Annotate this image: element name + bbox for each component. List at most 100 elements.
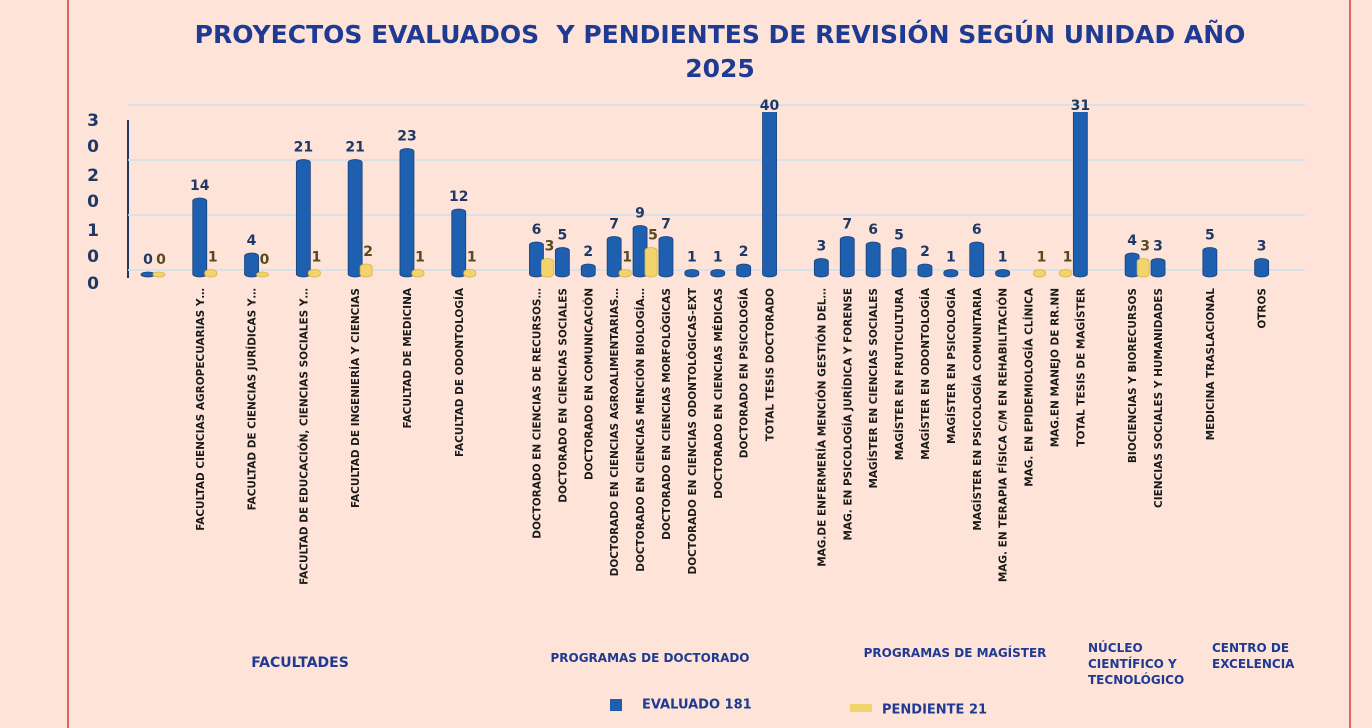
x-tick-label: MAG. EN PSICOLOGÍA JURÍDICA Y FORENSE bbox=[841, 288, 854, 540]
data-label: 6 bbox=[532, 222, 542, 238]
group-label-box: FACULTADES bbox=[251, 655, 349, 671]
bar bbox=[347, 159, 363, 278]
y-tick-label: 30 bbox=[87, 111, 99, 157]
bar bbox=[865, 241, 881, 278]
x-tick-label: MAGÍSTER EN PSICOLOGÍA COMUNITARIA bbox=[971, 287, 984, 530]
x-tick-label: DOCTORADO EN CIENCIAS MENCIÓN BIOLOGÍA… bbox=[634, 288, 647, 572]
x-tick-label: DOCTORADO EN COMUNICACIÓN bbox=[582, 288, 595, 480]
data-label: 5 bbox=[557, 228, 567, 244]
bar bbox=[204, 269, 218, 278]
data-label: 5 bbox=[648, 228, 658, 244]
bar bbox=[1254, 258, 1270, 278]
bar bbox=[995, 269, 1011, 278]
data-label: 1 bbox=[713, 250, 723, 266]
group-label-box: NÚCLEO CIENTÍFICO Y TECNOLÓGICO bbox=[1088, 641, 1185, 687]
legend-label: EVALUADO 181 bbox=[642, 698, 752, 713]
data-label: 5 bbox=[894, 228, 904, 244]
group-label-box: PROGRAMAS DE MAGÍSTER bbox=[864, 646, 1047, 660]
x-tick-label: DOCTORADO EN CIENCIAS DE RECURSOS… bbox=[531, 288, 543, 539]
bar bbox=[1072, 112, 1088, 278]
x-tick-label: DOCTORADO EN CIENCIAS SOCIALES bbox=[557, 288, 569, 503]
data-label: 21 bbox=[294, 140, 313, 156]
x-tick-label: DOCTORADO EN CIENCIAS ODONTOLÓGICAS-EXT bbox=[686, 287, 699, 574]
bar bbox=[399, 148, 415, 278]
bar bbox=[359, 263, 373, 278]
bar bbox=[917, 263, 933, 278]
data-label: 1 bbox=[1063, 250, 1073, 266]
data-label: 0 bbox=[156, 252, 166, 268]
x-tick-label: FACULTAD CIENCIAS AGROPECUARIAS Y… bbox=[195, 288, 207, 531]
group-label: NÚCLEO CIENTÍFICO Y TECNOLÓGICO bbox=[1088, 641, 1185, 687]
x-tick-label: CIENCIAS SOCIALES Y HUMANIDADES bbox=[1153, 288, 1165, 508]
x-tick-label: FACULTAD DE ODONTOLOGÍA bbox=[453, 287, 466, 457]
x-tick-label: MAG. EN EPIDEMIOLOGÍA CLÍNICA bbox=[1023, 287, 1036, 487]
x-tick-label: MEDICINA TRASLACIONAL bbox=[1205, 288, 1217, 441]
bar bbox=[1202, 247, 1218, 278]
data-label: 1 bbox=[622, 250, 632, 266]
bar bbox=[451, 208, 467, 278]
data-label: 7 bbox=[661, 217, 671, 233]
data-label: 1 bbox=[208, 250, 218, 266]
bar bbox=[463, 269, 477, 278]
group-label: CENTRO DE EXCELENCIA bbox=[1212, 641, 1295, 671]
data-label: 31 bbox=[1071, 98, 1090, 114]
bar bbox=[307, 269, 321, 278]
data-label: 5 bbox=[1205, 228, 1215, 244]
data-label: 3 bbox=[1140, 239, 1150, 255]
bar bbox=[1136, 258, 1150, 278]
data-label: 2 bbox=[739, 244, 749, 260]
bar bbox=[192, 197, 208, 278]
bar bbox=[943, 269, 959, 278]
data-label: 3 bbox=[816, 239, 826, 255]
x-tick-label: DOCTORADO EN CIENCIAS MORFOLÓGICAS bbox=[660, 288, 673, 540]
bar bbox=[1033, 269, 1046, 278]
data-label: 3 bbox=[1153, 239, 1163, 255]
data-label: 23 bbox=[397, 129, 416, 145]
chart-title: PROYECTOS EVALUADOS Y PENDIENTES DE REVI… bbox=[194, 20, 1255, 83]
data-label: 7 bbox=[609, 217, 619, 233]
x-tick-label: DOCTORADO EN CIENCIAS AGROALIMENTARIAS… bbox=[609, 288, 621, 576]
bar bbox=[644, 247, 658, 278]
data-label: 1 bbox=[415, 250, 425, 266]
bar bbox=[813, 258, 829, 278]
data-label: 9 bbox=[635, 206, 645, 222]
data-label: 1 bbox=[946, 250, 956, 266]
bar bbox=[244, 252, 259, 278]
bar bbox=[554, 247, 570, 278]
bar bbox=[1150, 258, 1166, 278]
x-tick-label: TOTAL TESIS DOCTORADO bbox=[765, 288, 777, 441]
data-label: 0 bbox=[260, 252, 270, 268]
x-tick-label: FACULTAD DE CIENCIAS JURÍDICAS Y… bbox=[246, 288, 259, 510]
data-label: 2 bbox=[363, 244, 373, 260]
y-tick-label-box: 30 bbox=[87, 111, 99, 157]
group-label-box: PROGRAMAS DE DOCTORADO bbox=[550, 651, 749, 665]
legend-label: PENDIENTE 21 bbox=[882, 703, 987, 718]
x-tick-label: MAGÍSTER EN CIENCIAS SOCIALES bbox=[867, 288, 880, 489]
x-tick-label: FACULTAD DE MEDICINA bbox=[402, 287, 414, 428]
data-label: 0 bbox=[143, 252, 153, 268]
x-tick-label: OTROS bbox=[1257, 288, 1269, 329]
y-tick-label: 20 bbox=[87, 166, 99, 212]
bar bbox=[969, 241, 985, 278]
bars bbox=[140, 112, 1270, 278]
data-label: 1 bbox=[467, 250, 477, 266]
x-tick-label: DOCTORADO EN CIENCIAS MÉDICAS bbox=[712, 288, 725, 499]
bar bbox=[710, 269, 726, 278]
bar bbox=[295, 159, 311, 278]
legend-swatch bbox=[850, 704, 872, 712]
data-label: 12 bbox=[449, 189, 468, 205]
data-label: 6 bbox=[868, 222, 878, 238]
data-label: 3 bbox=[1257, 239, 1267, 255]
group-label-box: CENTRO DE EXCELENCIA bbox=[1212, 641, 1295, 671]
data-label: 1 bbox=[998, 250, 1008, 266]
x-tick-label: BIOCIENCIAS Y BIORECURSOS bbox=[1127, 288, 1139, 463]
data-label: 14 bbox=[190, 178, 210, 194]
data-label: 2 bbox=[920, 244, 930, 260]
data-label: 1 bbox=[687, 250, 697, 266]
bar bbox=[684, 269, 700, 278]
bar bbox=[618, 269, 632, 278]
title-box: PROYECTOS EVALUADOS Y PENDIENTES DE REVI… bbox=[194, 20, 1255, 83]
data-label: 6 bbox=[972, 222, 982, 238]
